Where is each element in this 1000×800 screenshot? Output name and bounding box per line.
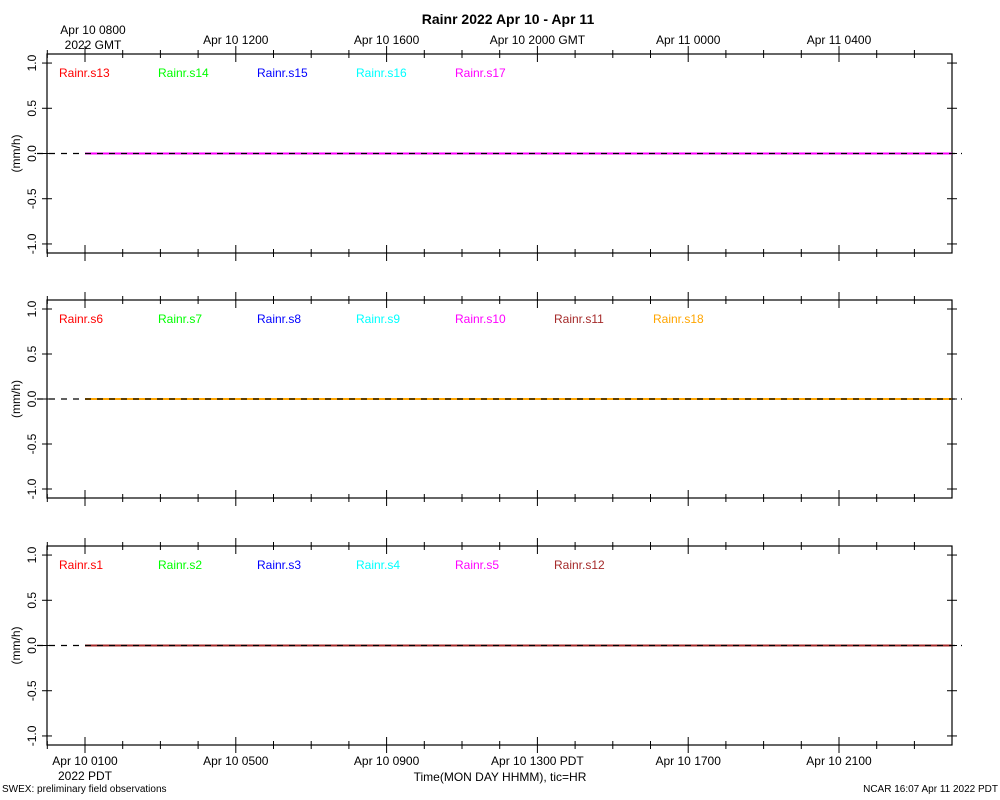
legend-entry-rainr-s16: Rainr.s16 [356, 66, 407, 80]
legend-entry-rainr-s9: Rainr.s9 [356, 312, 400, 326]
panel-1: -1.0 -0.5 0.0 0.5 1.0 (mm/h) Rainr.s13 Rainr.s1… [9, 46, 962, 261]
legend-entry-rainr-s7: Rainr.s7 [158, 312, 202, 326]
y-axis-label: (mm/h) [9, 135, 23, 173]
legend-entry-rainr-s12: Rainr.s12 [554, 558, 605, 572]
footer-right-note: NCAR 16:07 Apr 11 2022 PDT [863, 784, 998, 795]
legend-entry-rainr-s13: Rainr.s13 [59, 66, 110, 80]
top-axis-label: Apr 11 0000 [656, 33, 721, 47]
y-axis-label: (mm/h) [9, 380, 23, 418]
bottom-axis-label: Apr 10 0900 [354, 754, 420, 768]
bottom-axis-label: Apr 10 2100 [806, 754, 872, 768]
y-tick-label: 1.0 [25, 546, 39, 563]
y-tick-label: -1.0 [25, 233, 39, 254]
bottom-axis-label: 2022 PDT [58, 769, 113, 783]
y-tick-label: 0.0 [25, 145, 39, 162]
legend-entry-rainr-s3: Rainr.s3 [257, 558, 301, 572]
y-tick-label: 0.5 [25, 345, 39, 362]
y-tick-label: 1.0 [25, 54, 39, 71]
legend-entry-rainr-s14: Rainr.s14 [158, 66, 209, 80]
panel-3: -1.0 -0.5 0.0 0.5 1.0 (mm/h) Rainr.s1 Rainr.s2 R… [9, 538, 962, 753]
panels: -1.0 -0.5 0.0 0.5 1.0 (mm/h) Rainr.s13 Rainr.s1… [9, 46, 962, 753]
x-axis-label: Time(MON DAY HHMM), tic=HR [414, 770, 587, 784]
bottom-axis-label: Apr 10 1300 PDT [491, 754, 584, 768]
legend-entry-rainr-s15: Rainr.s15 [257, 66, 308, 80]
footer-left-note: SWEX: preliminary field observations [2, 784, 167, 795]
y-tick-label: 0.5 [25, 100, 39, 117]
panel-2: -1.0 -0.5 0.0 0.5 1.0 (mm/h) Rainr.s6 Rainr.s7 R… [9, 292, 962, 506]
legend-entry-rainr-s5: Rainr.s5 [455, 558, 499, 572]
legend-entry-rainr-s4: Rainr.s4 [356, 558, 400, 572]
top-axis-label: Apr 11 0400 [807, 33, 872, 47]
y-tick-label: -1.0 [25, 725, 39, 746]
y-tick-label: -1.0 [25, 478, 39, 499]
y-tick-label: 0.0 [25, 637, 39, 654]
y-tick-label: 0.5 [25, 592, 39, 609]
y-tick-label: -0.5 [25, 680, 39, 701]
legend-entry-rainr-s18: Rainr.s18 [653, 312, 704, 326]
y-tick-label: 0.0 [25, 390, 39, 407]
legend-entry-rainr-s6: Rainr.s6 [59, 312, 103, 326]
top-axis-label: Apr 10 1200 [203, 33, 269, 47]
legend-entry-rainr-s10: Rainr.s10 [455, 312, 506, 326]
legend-entry-rainr-s8: Rainr.s8 [257, 312, 301, 326]
bottom-axis-label: Apr 10 1700 [656, 754, 722, 768]
top-axis-label: Apr 10 2000 GMT [490, 33, 586, 47]
legend-entry-rainr-s1: Rainr.s1 [59, 558, 103, 572]
y-tick-label: -0.5 [25, 433, 39, 454]
top-axis-label: Apr 10 0800 [60, 23, 126, 37]
legend-entry-rainr-s11: Rainr.s11 [554, 312, 604, 326]
bottom-axis-label: Apr 10 0500 [203, 754, 269, 768]
y-tick-label: -0.5 [25, 188, 39, 209]
bottom-axis-label: Apr 10 0100 [52, 754, 118, 768]
top-axis-label: Apr 10 1600 [354, 33, 420, 47]
legend-entry-rainr-s2: Rainr.s2 [158, 558, 202, 572]
y-tick-label: 1.0 [25, 300, 39, 317]
y-axis-label: (mm/h) [9, 627, 23, 665]
top-axis-label: 2022 GMT [65, 38, 122, 52]
legend-entry-rainr-s17: Rainr.s17 [455, 66, 506, 80]
chart-title: Rainr 2022 Apr 10 - Apr 11 [422, 11, 595, 27]
